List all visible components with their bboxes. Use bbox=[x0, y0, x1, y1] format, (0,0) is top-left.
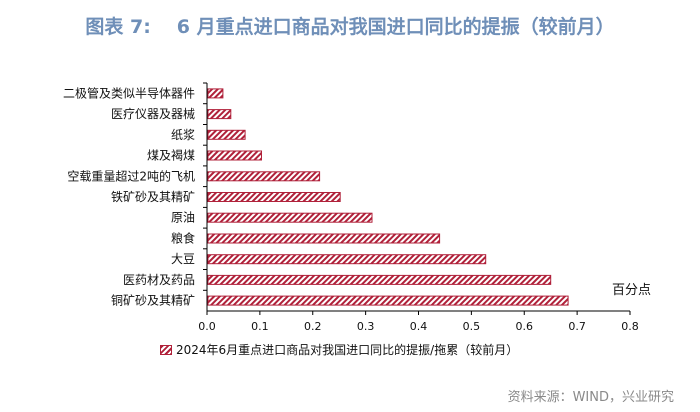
x-tick-label-6: 0.6 bbox=[516, 320, 534, 333]
x-tick-label-0: 0.0 bbox=[198, 320, 216, 333]
x-tick-label-8: 0.8 bbox=[621, 320, 639, 333]
bar-6 bbox=[207, 212, 373, 223]
legend-swatch bbox=[160, 344, 172, 355]
legend-label: 2024年6月重点进口商品对我国进口同比的提振/拖累（较前月） bbox=[176, 343, 519, 357]
category-label-7: 粮食 bbox=[171, 231, 195, 246]
category-label-9: 医药材及药品 bbox=[123, 273, 195, 287]
bar-10 bbox=[207, 295, 569, 306]
x-tick-label-1: 0.1 bbox=[251, 320, 269, 333]
bar-3 bbox=[207, 150, 262, 161]
x-tick-label-7: 0.7 bbox=[568, 320, 586, 333]
bar-1 bbox=[207, 109, 232, 120]
bar-9 bbox=[207, 274, 552, 285]
x-tick-label-3: 0.3 bbox=[357, 320, 375, 333]
x-tick-label-5: 0.5 bbox=[463, 320, 481, 333]
source-note: 资料来源：WIND，兴业研究 bbox=[507, 390, 674, 405]
legend: 2024年6月重点进口商品对我国进口同比的提振/拖累（较前月） bbox=[160, 341, 518, 358]
bar-4 bbox=[207, 171, 321, 182]
category-label-10: 铜矿砂及其精矿 bbox=[111, 293, 195, 308]
bar-8 bbox=[207, 254, 487, 265]
figure-title: 图表 7: 6 月重点进口商品对我国进口同比的提振（较前月） bbox=[0, 12, 700, 39]
category-label-3: 煤及褐煤 bbox=[147, 148, 195, 163]
x-tick-label-2: 0.2 bbox=[304, 320, 322, 333]
figure-label: 图表 7: bbox=[85, 16, 151, 38]
category-label-8: 大豆 bbox=[171, 252, 195, 266]
unit-label: 百分点 bbox=[612, 283, 652, 298]
category-label-6: 原油 bbox=[171, 211, 195, 225]
category-label-2: 纸浆 bbox=[171, 127, 195, 142]
bar-0 bbox=[207, 88, 224, 99]
bar-2 bbox=[207, 129, 246, 140]
category-label-0: 二极管及类似半导体器件 bbox=[63, 85, 195, 100]
category-label-4: 空载重量超过2吨的飞机 bbox=[67, 168, 195, 183]
category-label-1: 医疗仪器及器械 bbox=[111, 106, 195, 121]
figure-title-text: 6 月重点进口商品对我国进口同比的提振（较前月） bbox=[176, 16, 615, 38]
category-label-5: 铁矿砂及其精矿 bbox=[111, 190, 195, 204]
bar-5 bbox=[207, 192, 341, 202]
x-tick-label-4: 0.4 bbox=[410, 320, 428, 333]
bar-7 bbox=[207, 233, 441, 244]
